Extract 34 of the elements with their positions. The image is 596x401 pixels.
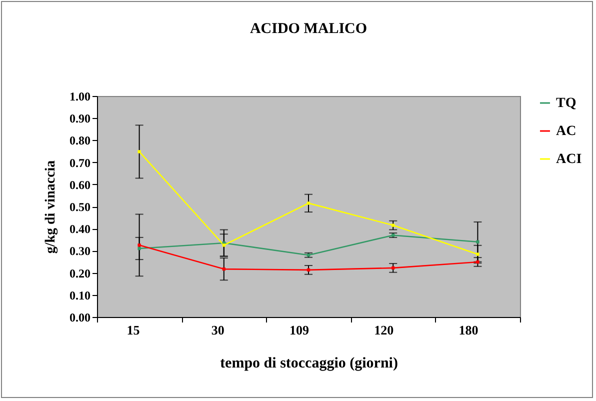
point bbox=[222, 244, 226, 247]
x-tick-label: 120 bbox=[374, 322, 394, 338]
x-tick-label: 30 bbox=[211, 322, 224, 338]
x-tick-label: 109 bbox=[290, 322, 310, 338]
point bbox=[476, 260, 480, 264]
point bbox=[306, 268, 310, 272]
chart-title: ACIDO MALICO bbox=[250, 21, 368, 37]
point bbox=[138, 246, 141, 250]
legend-label: TQ bbox=[556, 96, 576, 111]
y-tick-label: 0.30 bbox=[70, 244, 90, 258]
y-tick-label: 1.00 bbox=[70, 90, 90, 104]
point bbox=[392, 224, 395, 227]
y-tick-label: 0.50 bbox=[70, 200, 90, 214]
y-tick-label: 0.00 bbox=[70, 310, 90, 324]
y-tick-label: 0.90 bbox=[70, 112, 90, 126]
y-tick-label: 0.60 bbox=[70, 178, 90, 192]
y-tick-label: 0.70 bbox=[70, 156, 90, 170]
legend-label: ACI bbox=[556, 152, 582, 167]
y-axis-title: g/kg di vinaccia bbox=[44, 160, 58, 254]
y-tick-label: 0.40 bbox=[70, 222, 90, 236]
point bbox=[476, 240, 480, 244]
legend-label: AC bbox=[556, 124, 576, 139]
point bbox=[138, 244, 141, 247]
point bbox=[392, 266, 395, 270]
point bbox=[476, 252, 480, 256]
point bbox=[222, 267, 226, 271]
y-tick-label: 0.80 bbox=[70, 134, 90, 148]
x-tick-label: 180 bbox=[458, 322, 478, 338]
x-tick-label: 15 bbox=[126, 322, 140, 338]
point bbox=[306, 202, 310, 205]
y-tick-label: 0.10 bbox=[70, 288, 90, 302]
point bbox=[138, 150, 141, 154]
y-tick-label: 0.20 bbox=[70, 266, 90, 280]
x-axis-title: tempo di stoccaggio (giorni) bbox=[220, 356, 398, 372]
